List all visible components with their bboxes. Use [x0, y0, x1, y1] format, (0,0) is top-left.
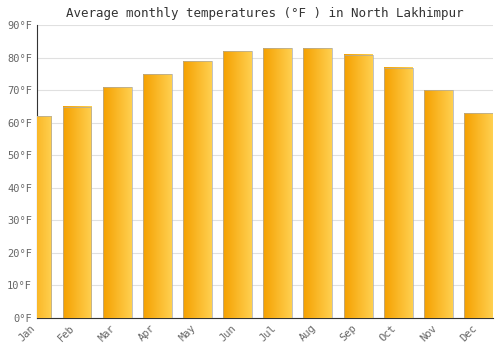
Bar — [264, 48, 292, 318]
Bar — [102, 87, 132, 318]
Bar — [223, 51, 252, 318]
Bar — [62, 106, 92, 318]
Title: Average monthly temperatures (°F ) in North Lakhimpur: Average monthly temperatures (°F ) in No… — [66, 7, 464, 20]
Bar — [464, 113, 493, 318]
Bar — [344, 55, 372, 318]
Bar — [143, 74, 172, 318]
Bar — [384, 68, 412, 318]
Bar — [424, 90, 453, 318]
Bar — [22, 116, 52, 318]
Bar — [304, 48, 332, 318]
Bar — [183, 61, 212, 318]
